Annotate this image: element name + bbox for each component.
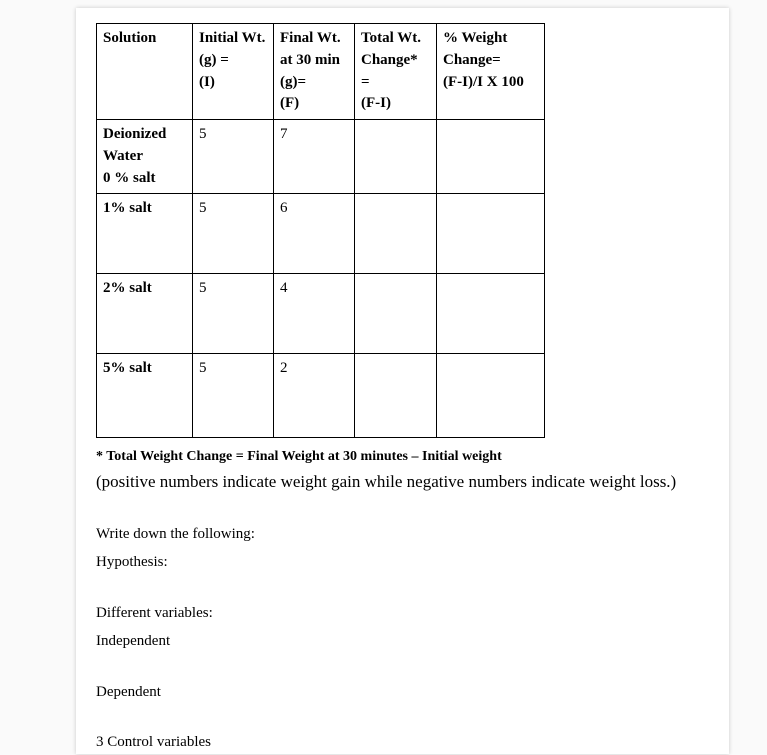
solution-l1: Deionized xyxy=(103,126,166,142)
col-final-l3: (g)= xyxy=(280,74,306,90)
prompt-diff-vars: Different variables: xyxy=(96,602,709,625)
col-pct: % Weight Change= (F-I)/I X 100 xyxy=(437,24,545,120)
prompt-hypothesis: Hypothesis: xyxy=(96,551,709,574)
col-pct-l1: % Weight xyxy=(443,30,507,46)
col-final: Final Wt. at 30 min (g)= (F) xyxy=(274,24,355,120)
cell-initial: 5 xyxy=(193,194,274,274)
col-total-l4: (F-I) xyxy=(361,95,391,111)
table-row: 1% salt 5 6 xyxy=(97,194,545,274)
col-final-l2: at 30 min xyxy=(280,52,340,68)
cell-initial: 5 xyxy=(193,354,274,438)
cell-total xyxy=(355,120,437,194)
prompt-dependent: Dependent xyxy=(96,681,709,704)
footnote-plain: (positive numbers indicate weight gain w… xyxy=(96,469,696,495)
solution-l2: Water xyxy=(103,148,143,164)
col-pct-l2: Change= xyxy=(443,52,501,68)
col-initial-l2: (g) = xyxy=(199,52,229,68)
col-initial-l1: Initial Wt. xyxy=(199,30,265,46)
cell-solution: 5% salt xyxy=(97,354,193,438)
cell-solution: 2% salt xyxy=(97,274,193,354)
solution-l3: 0 % salt xyxy=(103,170,156,186)
cell-total xyxy=(355,354,437,438)
cell-initial: 5 xyxy=(193,120,274,194)
col-total-l2: Change* xyxy=(361,52,418,68)
col-initial: Initial Wt. (g) = (I) xyxy=(193,24,274,120)
cell-final: 7 xyxy=(274,120,355,194)
weight-change-table: Solution Initial Wt. (g) = (I) Final Wt.… xyxy=(96,23,545,438)
cell-total xyxy=(355,274,437,354)
col-final-l1: Final Wt. xyxy=(280,30,341,46)
col-initial-l3: (I) xyxy=(199,74,215,90)
prompt-independent: Independent xyxy=(96,630,709,653)
cell-pct xyxy=(437,354,545,438)
table-row: 5% salt 5 2 xyxy=(97,354,545,438)
prompt-intro: Write down the following: xyxy=(96,523,709,546)
footnote-bold: * Total Weight Change = Final Weight at … xyxy=(96,446,709,467)
col-solution: Solution xyxy=(97,24,193,120)
cell-final: 2 xyxy=(274,354,355,438)
table-header-row: Solution Initial Wt. (g) = (I) Final Wt.… xyxy=(97,24,545,120)
col-total-l3: = xyxy=(361,74,370,90)
cell-final: 4 xyxy=(274,274,355,354)
col-pct-l3: (F-I)/I X 100 xyxy=(443,74,524,90)
col-solution-l1: Solution xyxy=(103,30,156,46)
cell-pct xyxy=(437,274,545,354)
col-total: Total Wt. Change* = (F-I) xyxy=(355,24,437,120)
col-total-l1: Total Wt. xyxy=(361,30,421,46)
prompt-controls: 3 Control variables xyxy=(96,731,709,754)
cell-solution: 1% salt xyxy=(97,194,193,274)
table-row: Deionized Water 0 % salt 5 7 xyxy=(97,120,545,194)
document-page: Solution Initial Wt. (g) = (I) Final Wt.… xyxy=(76,8,729,754)
table-row: 2% salt 5 4 xyxy=(97,274,545,354)
cell-final: 6 xyxy=(274,194,355,274)
cell-initial: 5 xyxy=(193,274,274,354)
cell-pct xyxy=(437,120,545,194)
col-final-l4: (F) xyxy=(280,95,299,111)
cell-total xyxy=(355,194,437,274)
cell-pct xyxy=(437,194,545,274)
cell-solution: Deionized Water 0 % salt xyxy=(97,120,193,194)
after-table-block: * Total Weight Change = Final Weight at … xyxy=(96,446,709,754)
